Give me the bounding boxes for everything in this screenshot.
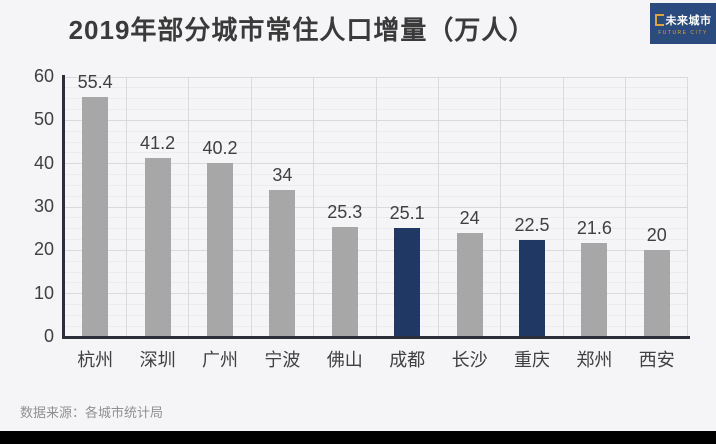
y-axis-labels: 0 10 20 30 40 50 60 <box>0 66 54 346</box>
y-tick-label: 40 <box>33 152 54 173</box>
bar-佛山 <box>331 227 358 337</box>
logo-latin-text: FUTURE CITY <box>658 29 708 36</box>
bar-西安 <box>643 250 670 337</box>
y-tick-label: 50 <box>33 109 54 130</box>
logo-row: 未来城市 <box>654 12 712 28</box>
bar-slot: 21.6 <box>563 77 625 337</box>
bar-value-label: 34 <box>272 164 293 185</box>
future-city-logo: 未来城市 FUTURE CITY <box>650 3 716 44</box>
bottom-black-bar <box>0 431 716 444</box>
bar-深圳 <box>144 158 171 337</box>
vertical-gridline <box>437 77 439 337</box>
bar-value-label: 21.6 <box>576 218 612 239</box>
vertical-gridline <box>687 77 688 337</box>
bar-value-label: 41.2 <box>140 133 176 154</box>
bar-郑州 <box>581 243 608 337</box>
plot-area: 55.4 41.2 40.2 34 25.3 25.1 24 22.5 21.6 20 <box>64 72 688 337</box>
bar-value-label: 20 <box>646 225 667 246</box>
x-tick-label: 长沙 <box>451 350 488 370</box>
bar-slot: 41.2 <box>126 77 188 337</box>
x-tick-label: 佛山 <box>326 350 363 370</box>
x-tick-label: 成都 <box>389 350 426 370</box>
x-tick-label: 宁波 <box>264 350 301 370</box>
bar-成都 <box>394 228 421 337</box>
bar-slot: 25.3 <box>314 77 376 337</box>
x-tick-label: 重庆 <box>513 350 550 370</box>
bar-广州 <box>206 162 233 337</box>
bar-value-label: 40.2 <box>202 137 238 158</box>
bar-slot: 20 <box>626 77 688 337</box>
x-tick-label: 杭州 <box>77 350 114 370</box>
y-tick-label: 30 <box>33 196 54 216</box>
x-tick-label: 广州 <box>201 350 238 370</box>
vertical-gridline <box>250 77 252 337</box>
x-tick-label: 深圳 <box>139 350 176 370</box>
bar-value-label: 22.5 <box>514 214 550 235</box>
vertical-gridline <box>313 77 315 337</box>
x-axis-labels: 杭州 深圳 广州 宁波 佛山 成都 长沙 重庆 郑州 西安 <box>64 346 688 370</box>
bar-slot: 34 <box>251 77 313 337</box>
bar-slot: 55.4 <box>64 72 126 337</box>
vertical-gridline <box>125 77 127 337</box>
bar-宁波 <box>269 189 296 337</box>
bar-value-label: 55.4 <box>77 71 113 92</box>
vertical-gridline <box>188 77 190 337</box>
bar-slot: 25.1 <box>376 77 438 337</box>
x-axis-line <box>62 336 690 339</box>
chart-title: 2019年部分城市常住人口增量（万人） <box>68 15 536 45</box>
bar-slot: 40.2 <box>189 77 251 337</box>
bar-slot: 24 <box>438 77 500 337</box>
bar-value-label: 25.1 <box>389 203 425 224</box>
x-tick-label: 郑州 <box>576 350 613 370</box>
vertical-gridline <box>375 77 377 337</box>
bar-value-label: 25.3 <box>327 202 363 223</box>
logo-mark-icon <box>654 13 664 26</box>
x-tick-label: 西安 <box>638 350 675 370</box>
vertical-gridline <box>625 77 627 337</box>
y-axis-line <box>62 75 65 338</box>
y-tick-label: 20 <box>33 239 54 260</box>
vertical-gridline <box>562 77 564 337</box>
y-tick-label: 60 <box>33 66 54 86</box>
vertical-gridline <box>500 77 502 337</box>
bar-重庆 <box>518 239 545 337</box>
bar-长沙 <box>456 233 483 337</box>
bar-value-label: 24 <box>459 208 480 228</box>
logo-cjk-text: 未来城市 <box>665 14 712 27</box>
y-tick-label: 10 <box>33 282 54 303</box>
source-note: 数据来源：各城市统计局 <box>20 405 164 420</box>
bar-杭州 <box>82 96 109 337</box>
bar-slot: 22.5 <box>501 77 563 337</box>
y-tick-label: 0 <box>43 326 54 346</box>
